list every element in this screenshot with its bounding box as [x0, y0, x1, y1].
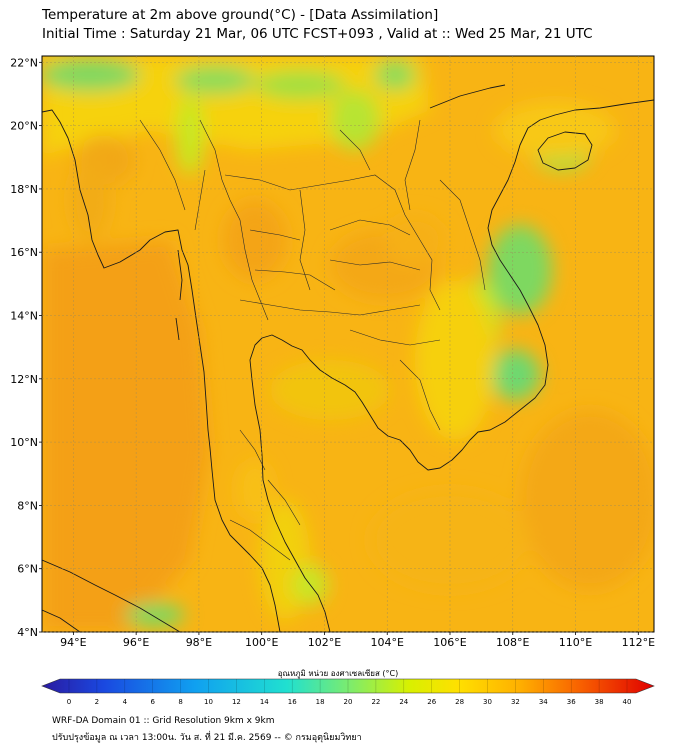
colorbar-tick-label: 14: [260, 698, 269, 706]
lat-tick-label: 6°N: [17, 563, 38, 576]
colorbar-tick-label: 32: [511, 698, 520, 706]
lon-tick-label: 108°E: [496, 636, 529, 649]
lon-tick-label: 104°E: [371, 636, 404, 649]
colorbar-ticks: 0 2 4 6 8 10 12 14 16 18 20 22 24 26 28 30 32 34 36 38 40: [67, 679, 632, 706]
lat-tick-label: 10°N: [10, 436, 38, 449]
lat-tick-label: 16°N: [10, 246, 38, 259]
lat-tick-label: 18°N: [10, 183, 38, 196]
map-subtitle: Initial Time : Saturday 21 Mar, 06 UTC F…: [42, 26, 593, 42]
colorbar-tick-label: 20: [344, 698, 353, 706]
colorbar-tick-label: 40: [623, 698, 632, 706]
lat-tick-label: 12°N: [10, 373, 38, 386]
colorbar-tick-label: 6: [150, 698, 155, 706]
temperature-field: [42, 56, 654, 632]
lat-tick-label: 4°N: [17, 626, 38, 639]
latitude-tick-labels: 22°N 20°N 18°N 16°N 14°N 12°N 10°N 8°N 6°N 4°N: [10, 56, 42, 639]
footer-model-info: WRF-DA Domain 01 :: Grid Resolution 9km …: [52, 716, 275, 726]
lon-tick-label: 102°E: [308, 636, 341, 649]
lon-tick-label: 96°E: [123, 636, 149, 649]
lat-lon-gridlines: [42, 56, 654, 633]
colorbar-tick-label: 0: [67, 698, 71, 706]
colorbar-tick-label: 38: [595, 698, 604, 706]
admin-boundaries: [139, 119, 486, 561]
colorbar-tick-label: 12: [232, 698, 241, 706]
colorbar-tick-label: 30: [483, 698, 492, 706]
lon-tick-label: 100°E: [245, 636, 278, 649]
colorbar: 0 2 4 6 8 10 12 14 16 18 20 22 24 26 28 30 32 34 36 38 40: [41, 678, 655, 706]
colorbar-label: อุณหภูมิ หน่วย องศาเซลเซียส (°C): [277, 669, 399, 678]
lat-tick-label: 22°N: [10, 56, 38, 69]
lon-tick-label: 106°E: [433, 636, 466, 649]
lon-tick-label: 98°E: [186, 636, 212, 649]
lat-tick-label: 20°N: [10, 120, 38, 133]
colorbar-tick-label: 24: [399, 698, 408, 706]
colorbar-tick-label: 22: [371, 698, 380, 706]
map-title: Temperature at 2m above ground(°C) - [Da…: [42, 7, 439, 23]
lat-tick-label: 14°N: [10, 310, 38, 323]
footer-update-info: ปรับปรุงข้อมูล ณ เวลา 13:00น. วัน ส. ที่…: [52, 733, 362, 743]
lon-tick-label: 94°E: [60, 636, 86, 649]
colorbar-tick-label: 8: [178, 698, 182, 706]
colorbar-tick-label: 34: [539, 698, 548, 706]
colorbar-tick-label: 18: [316, 698, 325, 706]
colorbar-gradient: [41, 678, 655, 694]
lon-tick-label: 110°E: [559, 636, 592, 649]
colorbar-tick-label: 36: [567, 698, 576, 706]
lat-tick-label: 8°N: [17, 499, 38, 512]
colorbar-tick-label: 4: [123, 698, 128, 706]
colorbar-tick-label: 2: [95, 698, 99, 706]
colorbar-tick-label: 16: [288, 698, 297, 706]
lon-tick-label: 112°E: [622, 636, 655, 649]
longitude-tick-labels: 94°E 96°E 98°E 100°E 102°E 104°E 106°E 108°E 110…: [60, 632, 655, 649]
coastlines: [42, 84, 654, 632]
colorbar-tick-label: 28: [455, 698, 464, 706]
colorbar-tick-label: 26: [427, 698, 436, 706]
colorbar-tick-label: 10: [204, 698, 213, 706]
